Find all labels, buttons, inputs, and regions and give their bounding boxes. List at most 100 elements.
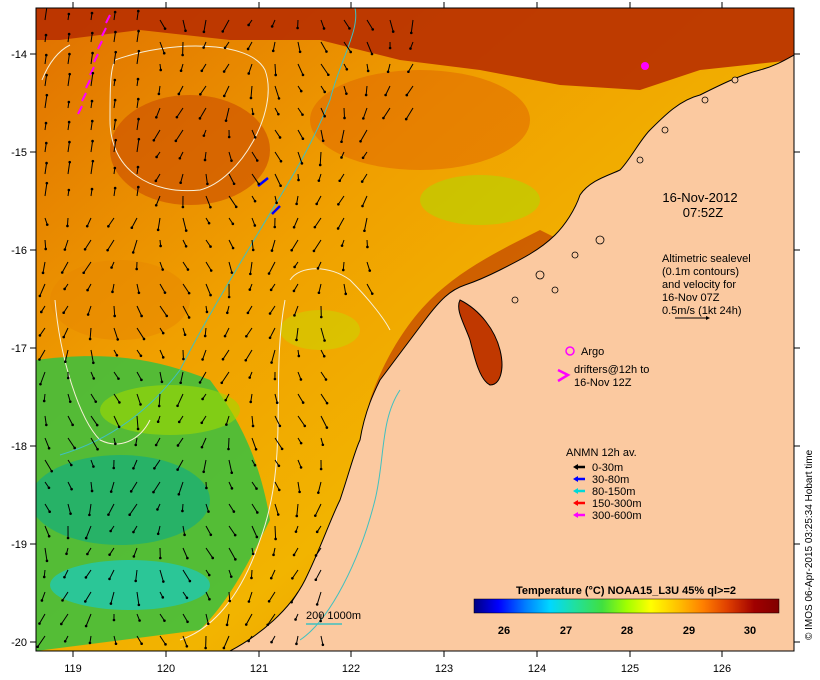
velocity-arrow-head — [362, 117, 365, 120]
velocity-arrow-head — [110, 266, 113, 269]
velocity-arrow — [366, 19, 374, 30]
velocity-arrow — [320, 41, 327, 52]
velocity-arrow-head — [114, 50, 118, 54]
velocity-arrow-head — [203, 334, 207, 338]
velocity-arrow — [66, 217, 69, 227]
sealevel-legend: Altimetric sealevel (0.1m contours) and … — [662, 253, 751, 320]
velocity-arrow — [406, 85, 414, 96]
velocity-arrow-head — [165, 314, 169, 318]
velocity-arrow-head — [60, 622, 63, 626]
velocity-arrow-head — [230, 159, 233, 162]
velocity-arrow-head — [184, 244, 188, 248]
velocity-arrow-head — [42, 399, 46, 403]
y-tick-label: -16 — [11, 245, 27, 257]
velocity-arrow — [109, 547, 115, 555]
x-tick-label: 120 — [157, 663, 175, 675]
velocity-arrow — [67, 122, 70, 131]
velocity-arrow — [178, 481, 184, 495]
velocity-arrow-head — [86, 552, 89, 556]
velocity-arrow — [44, 8, 48, 21]
velocity-arrow — [337, 217, 345, 229]
velocity-arrow — [291, 591, 299, 603]
velocity-arrow — [136, 11, 139, 21]
velocity-arrow — [250, 393, 253, 402]
velocity-arrow — [177, 459, 184, 470]
velocity-arrow-head — [113, 186, 117, 190]
velocity-arrow-head — [257, 182, 261, 186]
velocity-arrow-head — [187, 316, 191, 319]
velocity-arrow-head — [205, 486, 208, 490]
velocity-arrow-head — [274, 537, 277, 541]
velocity-arrow — [113, 393, 120, 403]
velocity-arrow — [251, 415, 254, 426]
velocity-arrow-head — [297, 354, 301, 358]
velocity-arrow — [313, 239, 322, 252]
velocity-arrow — [271, 239, 276, 251]
velocity-arrow-head — [114, 30, 117, 34]
velocity-arrow-head — [296, 26, 299, 30]
scale-bar-label: 200 1000m — [306, 610, 361, 622]
velocity-arrow-head — [114, 118, 117, 122]
velocity-arrow — [320, 371, 327, 380]
velocity-arrow — [225, 107, 230, 121]
velocity-arrow-head — [279, 159, 283, 163]
velocity-arrow-head — [201, 397, 204, 401]
velocity-arrow — [159, 19, 166, 29]
velocity-arrow-head — [67, 188, 71, 192]
velocity-arrow — [389, 19, 394, 32]
velocity-arrow-head — [179, 381, 182, 385]
velocity-arrow — [182, 283, 190, 294]
velocity-arrow-head — [255, 159, 259, 162]
anmn-legend-arrowhead — [573, 464, 578, 470]
velocity-arrow — [205, 525, 212, 536]
sealevel-note-line: Altimetric sealevel — [662, 253, 751, 265]
velocity-arrow-head — [234, 205, 238, 209]
velocity-arrow — [159, 41, 165, 54]
velocity-arrow-head — [253, 463, 257, 467]
velocity-arrow-head — [86, 313, 90, 316]
velocity-arrow — [205, 503, 209, 512]
velocity-arrow-head — [138, 619, 141, 622]
velocity-arrow — [90, 33, 93, 43]
velocity-arrow-head — [199, 92, 202, 96]
velocity-arrow-head — [129, 490, 133, 493]
velocity-arrow-head — [162, 51, 166, 55]
velocity-arrow-head — [206, 182, 209, 186]
velocity-arrow-head — [247, 72, 251, 75]
velocity-arrow — [320, 393, 328, 404]
velocity-arrow — [224, 327, 230, 337]
velocity-arrow-head — [323, 114, 326, 118]
x-tick-label: 123 — [435, 663, 453, 675]
velocity-arrow-head — [232, 510, 236, 513]
velocity-arrow-head — [338, 179, 342, 183]
velocity-arrow-head — [405, 93, 409, 97]
velocity-arrow-head — [230, 487, 234, 490]
velocity-arrow — [182, 569, 191, 582]
velocity-arrow — [251, 503, 258, 513]
velocity-arrow-head — [221, 357, 225, 361]
velocity-arrow — [44, 143, 47, 153]
velocity-arrow-head — [40, 599, 44, 602]
velocity-arrow — [205, 173, 208, 184]
velocity-arrow-head — [366, 69, 370, 73]
velocity-arrow — [155, 107, 161, 118]
velocity-arrow-head — [223, 334, 227, 338]
cool-patch — [36, 455, 210, 545]
velocity-arrow-head — [209, 533, 213, 537]
velocity-arrow-head — [115, 353, 119, 357]
velocity-arrow-head — [45, 423, 48, 427]
velocity-arrow — [132, 459, 138, 469]
velocity-arrow-head — [268, 312, 272, 315]
velocity-arrow-head — [67, 12, 71, 16]
velocity-arrow — [64, 569, 69, 578]
velocity-arrow-head — [209, 205, 212, 209]
warm-patch — [50, 260, 190, 340]
velocity-arrow — [159, 569, 164, 582]
velocity-arrow-head — [45, 93, 49, 97]
velocity-arrow — [67, 74, 71, 87]
velocity-arrow — [67, 162, 71, 175]
velocity-arrow-head — [345, 67, 349, 71]
velocity-arrow-head — [63, 287, 66, 291]
velocity-arrow — [182, 19, 186, 31]
velocity-arrow-head — [88, 337, 92, 341]
